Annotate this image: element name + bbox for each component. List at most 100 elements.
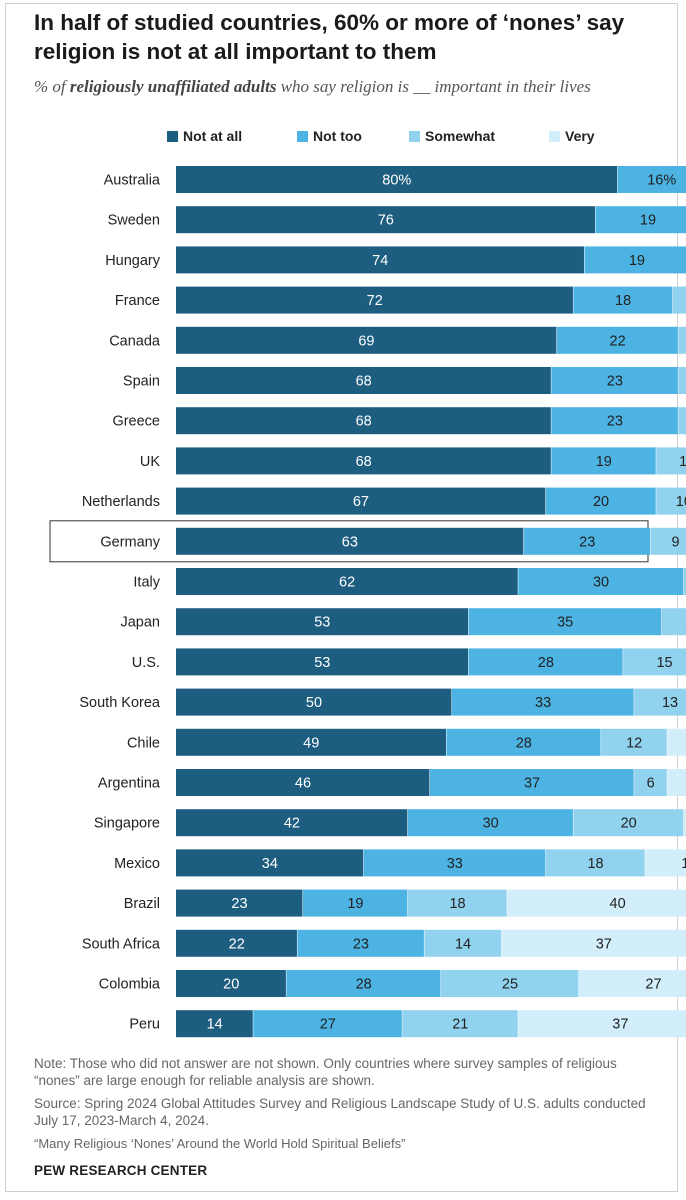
bar-label-south-africa-not-too: 23 <box>353 936 369 952</box>
bar-label-australia-not-at-all: 80% <box>382 173 411 189</box>
bar-hungary-not-at-all <box>176 246 584 274</box>
bar-peru-not-at-all <box>176 1010 253 1038</box>
bar-singapore-not-at-all <box>176 809 408 837</box>
bar-label-chile-not-too: 28 <box>516 735 532 751</box>
bar-label-sweden-not-at-all: 76 <box>378 213 394 229</box>
bar-germany-somewhat <box>650 527 686 555</box>
bar-label-mexico-not-at-all: 34 <box>262 856 278 872</box>
legend-item-not-too: Not too <box>297 128 362 144</box>
bar-label-mexico-not-too: 33 <box>447 856 463 872</box>
legend-swatch-somewhat <box>409 130 420 142</box>
category-label-canada: Canada <box>109 333 161 349</box>
category-label-australia: Australia <box>104 173 161 189</box>
bar-label-south-africa-somewhat: 14 <box>455 936 471 952</box>
bar-greece-somewhat <box>678 407 686 435</box>
category-label-south-africa: South Africa <box>82 936 161 952</box>
bar-colombia-not-too <box>286 970 441 997</box>
bar-label-france-not-too: 18 <box>615 293 631 309</box>
bar-label-u-s-somewhat: 15 <box>656 655 672 671</box>
bar-label-u-s-not-at-all: 53 <box>314 655 330 671</box>
bar-label-singapore-not-too: 30 <box>483 816 499 832</box>
chart-subtitle: % of religiously unaffiliated adults who… <box>34 76 654 97</box>
bar-italy-not-too <box>518 568 684 595</box>
bar-south-korea-not-too <box>452 688 634 716</box>
bar-colombia-very <box>578 970 686 997</box>
category-label-netherlands: Netherlands <box>82 494 160 510</box>
bar-label-greece-not-at-all: 68 <box>356 414 372 430</box>
bar-canada-not-too <box>556 326 678 354</box>
legend-label-not-at-all: Not at all <box>183 128 243 144</box>
bar-label-chile-somewhat: 12 <box>626 735 642 751</box>
bar-label-peru-very: 37 <box>612 1017 628 1033</box>
bar-u-s-not-at-all <box>176 648 469 676</box>
bar-mexico-not-too <box>363 849 546 877</box>
bar-label-germany-not-at-all: 63 <box>342 534 358 550</box>
legend-item-very: Very <box>549 128 595 144</box>
subtitle-emphasis: religiously unaffiliated adults <box>69 77 277 96</box>
bar-label-south-korea-not-at-all: 50 <box>306 695 322 711</box>
bar-label-greece-not-too: 23 <box>607 414 623 430</box>
bar-label-brazil-not-at-all: 23 <box>231 896 247 912</box>
bar-label-mexico-very: 16 <box>681 856 686 872</box>
subtitle-rest: who say religion is __ important in thei… <box>276 77 591 96</box>
bar-chile-very <box>667 728 686 756</box>
bar-chile-somewhat <box>601 728 667 756</box>
bar-label-brazil-not-too: 19 <box>347 896 363 912</box>
bar-label-germany-not-too: 23 <box>579 534 595 550</box>
bar-colombia-not-at-all <box>176 970 286 997</box>
bar-label-singapore-not-at-all: 42 <box>284 816 300 832</box>
bar-label-hungary-not-too: 19 <box>629 253 645 269</box>
bar-label-south-africa-very: 37 <box>596 936 612 952</box>
bar-label-netherlands-not-at-all: 67 <box>353 494 369 510</box>
category-label-u-s: U.S. <box>132 655 160 671</box>
bar-label-sweden-not-too: 19 <box>640 213 656 229</box>
bar-label-argentina-somewhat: 6 <box>647 776 655 792</box>
bar-label-netherlands-not-too: 20 <box>593 494 609 510</box>
bar-label-brazil-somewhat: 18 <box>449 896 465 912</box>
chart-note: Note: Those who did not answer are not s… <box>34 1056 617 1088</box>
bar-chile-not-at-all <box>176 728 446 756</box>
bar-label-colombia-not-at-all: 20 <box>223 977 239 993</box>
category-label-colombia: Colombia <box>99 977 161 993</box>
bar-label-peru-somewhat: 21 <box>452 1017 468 1033</box>
bar-label-colombia-not-too: 28 <box>356 977 372 993</box>
legend-label-very: Very <box>565 128 595 144</box>
bar-label-germany-somewhat: 9 <box>672 534 680 550</box>
bar-label-singapore-somewhat: 20 <box>621 816 637 832</box>
bar-label-chile-not-at-all: 49 <box>303 735 319 751</box>
bar-label-canada-not-at-all: 69 <box>358 333 374 349</box>
category-label-mexico: Mexico <box>114 856 160 872</box>
bar-south-africa-somewhat <box>424 929 502 957</box>
category-label-germany: Germany <box>100 534 160 550</box>
category-label-south-korea: South Korea <box>79 695 161 711</box>
bar-brazil-not-too <box>302 889 408 917</box>
bar-italy-not-at-all <box>176 568 518 595</box>
bar-singapore-somewhat <box>573 809 684 837</box>
bar-label-uk-somewhat: 11 <box>679 454 686 470</box>
bar-peru-not-too <box>253 1010 402 1038</box>
chart-source: Source: Spring 2024 Global Attitudes Sur… <box>34 1096 646 1128</box>
bar-argentina-very <box>667 769 686 796</box>
bar-label-uk-not-too: 19 <box>596 454 612 470</box>
bar-label-japan-not-at-all: 53 <box>314 615 330 631</box>
bar-label-japan-somewhat: 11 <box>685 615 686 631</box>
bar-argentina-not-at-all <box>176 769 430 796</box>
bar-greece-not-too <box>551 407 678 435</box>
bar-france-somewhat <box>672 286 686 314</box>
bar-hungary-not-too <box>584 246 686 274</box>
bar-australia-not-at-all <box>176 166 618 193</box>
bar-south-africa-not-at-all <box>176 929 297 957</box>
bar-spain-not-at-all <box>176 367 551 394</box>
category-label-italy: Italy <box>133 575 160 591</box>
bar-argentina-somewhat <box>634 769 667 796</box>
category-label-france: France <box>115 293 160 309</box>
bar-sweden-not-at-all <box>176 206 596 234</box>
category-label-argentina: Argentina <box>98 776 161 792</box>
category-label-japan: Japan <box>120 615 160 631</box>
category-label-hungary: Hungary <box>105 253 161 269</box>
bar-canada-not-at-all <box>176 326 557 354</box>
category-label-spain: Spain <box>123 374 160 390</box>
bar-label-colombia-very: 27 <box>645 977 661 993</box>
bar-label-south-africa-not-at-all: 22 <box>229 936 245 952</box>
